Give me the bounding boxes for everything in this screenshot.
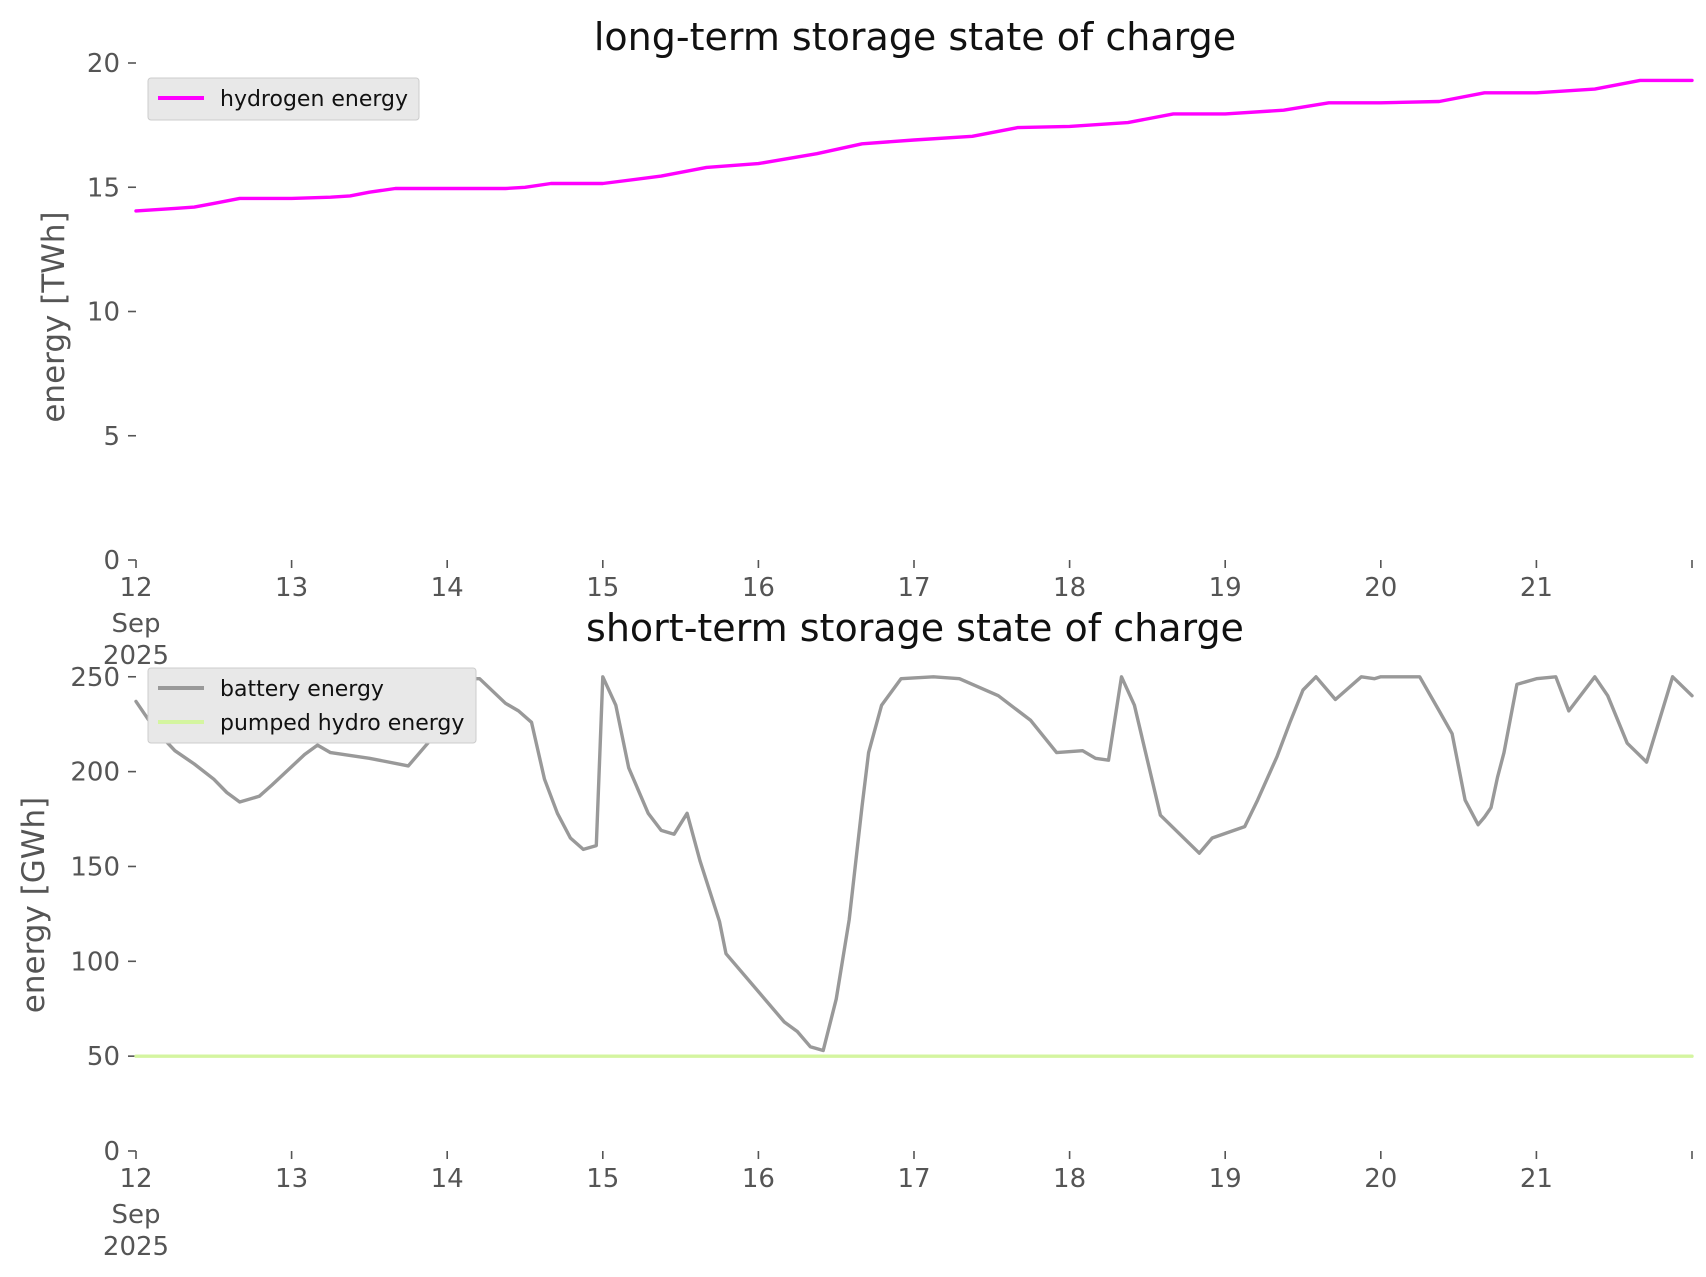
- legend-label-pumped-hydro: pumped hydro energy: [220, 711, 464, 736]
- legend-box: [147, 77, 420, 121]
- y-ticks: 0 50 100 150 200 250: [70, 663, 136, 1167]
- x-tick-label: 12: [119, 1164, 152, 1194]
- x-tick-label: 21: [1520, 573, 1553, 603]
- legend-label-battery: battery energy: [220, 677, 384, 702]
- x-tick-label: 19: [1209, 573, 1242, 603]
- legend-box: [147, 667, 477, 744]
- y-tick-label: 10: [87, 298, 120, 328]
- legend: battery energy pumped hydro energy: [147, 667, 477, 744]
- x-tick-label: 18: [1053, 573, 1086, 603]
- y-tick-label: 0: [103, 1137, 120, 1167]
- x-tick-label: 21: [1520, 1164, 1553, 1194]
- y-tick-label: 50: [87, 1042, 120, 1072]
- x-tick-label: 17: [897, 1164, 930, 1194]
- x-tick-label: 17: [897, 573, 930, 603]
- long-term-storage-chart: long-term storage state of charge energy…: [36, 15, 1694, 671]
- chart-title: long-term storage state of charge: [594, 15, 1236, 59]
- x-tick-label: 14: [431, 1164, 464, 1194]
- x-tick-label: 20: [1364, 1164, 1397, 1194]
- y-tick-label: 200: [70, 758, 120, 788]
- legend-label-hydrogen: hydrogen energy: [220, 87, 408, 112]
- x-tick-sublabel: 2025: [103, 1232, 169, 1262]
- series-line-hydrogen-energy: [134, 78, 1694, 213]
- x-tick-sublabel: Sep: [111, 1200, 160, 1230]
- x-tick-label: 15: [586, 573, 619, 603]
- x-tick-sublabel: Sep: [111, 609, 160, 639]
- x-tick-label: 16: [742, 573, 775, 603]
- x-tick-label: 18: [1053, 1164, 1086, 1194]
- chart-title: short-term storage state of charge: [586, 606, 1244, 650]
- y-axis-label: energy [TWh]: [36, 211, 72, 422]
- legend: hydrogen energy: [147, 77, 420, 121]
- series-lines: [134, 78, 1694, 213]
- y-axis-label: energy [GWh]: [16, 797, 52, 1013]
- x-tick-label: 14: [431, 573, 464, 603]
- x-tick-label: 13: [275, 573, 308, 603]
- x-tick-label: 19: [1209, 1164, 1242, 1194]
- y-tick-label: 15: [87, 173, 120, 203]
- x-tick-label: 20: [1364, 573, 1397, 603]
- y-tick-label: 5: [103, 422, 120, 452]
- y-tick-label: 20: [87, 49, 120, 79]
- x-tick-label: 16: [742, 1164, 775, 1194]
- y-tick-label: 250: [70, 663, 120, 693]
- y-tick-label: 150: [70, 852, 120, 882]
- short-term-storage-chart: short-term storage state of charge energ…: [16, 606, 1694, 1262]
- x-tick-label: 13: [275, 1164, 308, 1194]
- x-tick-label: 12: [119, 573, 152, 603]
- y-tick-label: 100: [70, 947, 120, 977]
- y-tick-label: 0: [103, 546, 120, 576]
- x-tick-sublabel: 2025: [103, 641, 169, 671]
- y-ticks: 0 5 10 15 20: [87, 49, 136, 576]
- x-tick-label: 15: [586, 1164, 619, 1194]
